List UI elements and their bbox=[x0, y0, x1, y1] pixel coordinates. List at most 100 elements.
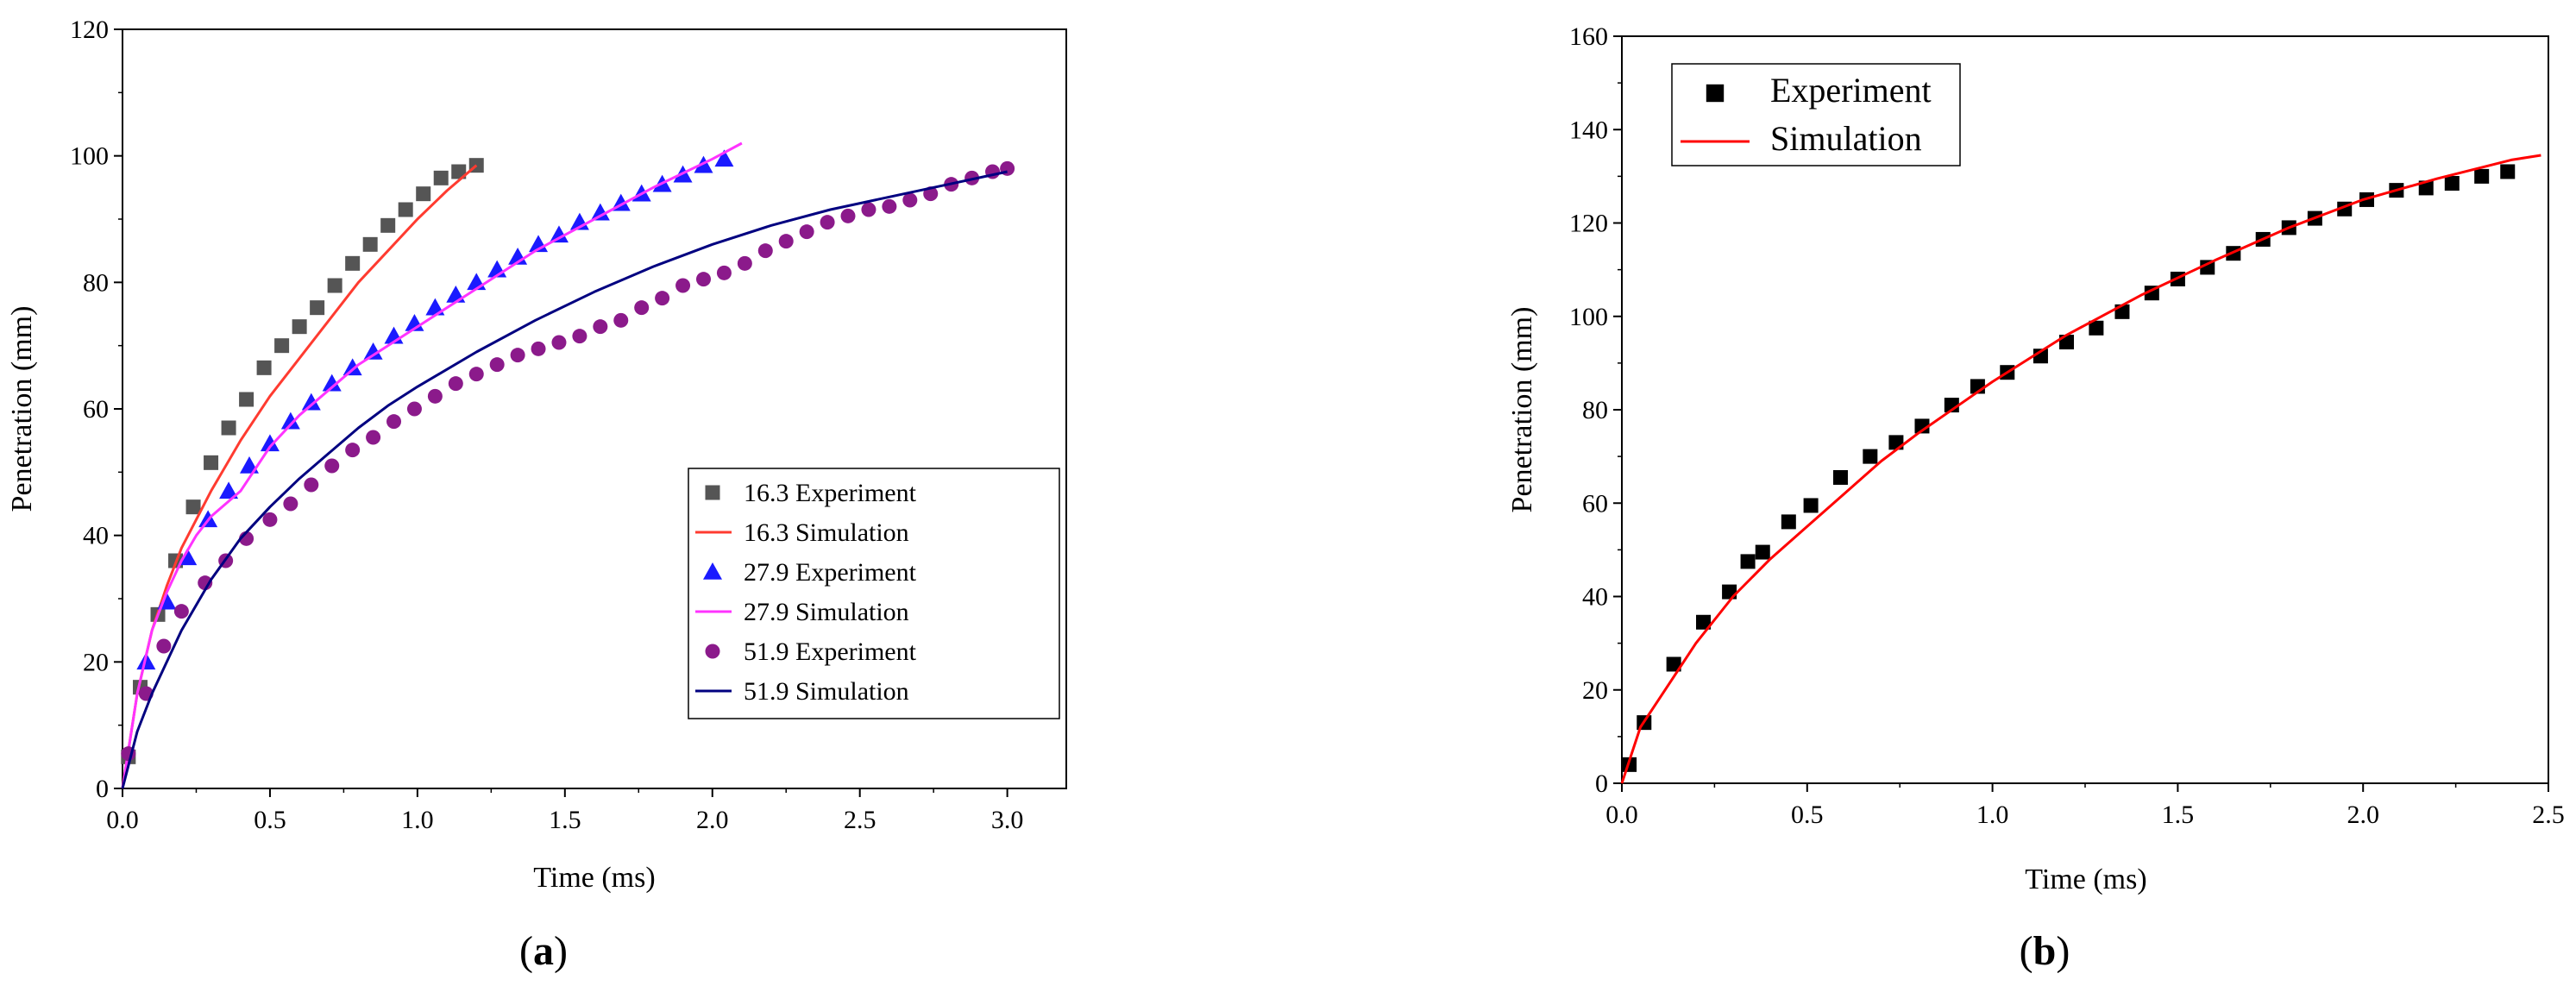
series-27-9-simulation bbox=[121, 141, 743, 789]
y-axis-title: Penetration (mm) bbox=[6, 306, 38, 512]
data-point bbox=[778, 234, 794, 249]
y-tick-label: 120 bbox=[1569, 210, 1608, 238]
data-point bbox=[716, 265, 732, 280]
legend-marker-swatch bbox=[703, 562, 722, 580]
legend-box bbox=[688, 468, 1060, 719]
legend-label: Simulation bbox=[1770, 119, 1922, 158]
legend: 16.3 Experiment 16.3 Simulation 27.9 Exper… bbox=[688, 468, 1060, 719]
data-point bbox=[799, 224, 814, 240]
data-point bbox=[301, 393, 321, 411]
data-point bbox=[283, 496, 298, 512]
legend-label: Experiment bbox=[1770, 71, 1932, 110]
data-point bbox=[675, 278, 691, 293]
data-point bbox=[1803, 498, 1819, 513]
data-point bbox=[221, 420, 236, 436]
y-axis-title: Penetration (mm) bbox=[1506, 307, 1538, 513]
series-line bbox=[121, 141, 743, 789]
data-point bbox=[737, 255, 752, 271]
y-tick-label: 60 bbox=[83, 395, 109, 424]
panel-label-close: ) bbox=[2056, 928, 2070, 974]
data-point bbox=[345, 255, 361, 271]
y-tick-label: 0 bbox=[1595, 769, 1608, 798]
data-point bbox=[342, 358, 362, 376]
y-tick-label: 100 bbox=[1569, 303, 1608, 331]
panel-label: (a) bbox=[519, 928, 568, 974]
data-point bbox=[416, 186, 431, 202]
x-tick-label: 2.5 bbox=[2532, 801, 2565, 829]
data-point bbox=[156, 638, 172, 654]
data-point bbox=[274, 338, 290, 354]
data-point bbox=[882, 198, 897, 214]
data-point bbox=[902, 192, 918, 208]
data-point bbox=[425, 298, 445, 316]
data-point bbox=[489, 357, 505, 373]
series-line bbox=[121, 170, 1008, 789]
y-tick-label: 160 bbox=[1569, 22, 1608, 51]
data-point bbox=[362, 236, 378, 252]
data-point bbox=[757, 243, 773, 259]
data-point bbox=[324, 458, 340, 474]
y-axis-ticks: 0 20 40 60 80 100 120 bbox=[70, 16, 123, 803]
data-point bbox=[260, 434, 280, 452]
x-tick-label: 2.0 bbox=[2347, 801, 2379, 829]
x-tick-label: 0.0 bbox=[106, 806, 139, 834]
y-tick-label: 140 bbox=[1569, 116, 1608, 144]
legend-label: 27.9 Experiment bbox=[744, 558, 917, 587]
x-tick-label: 1.5 bbox=[2162, 801, 2195, 829]
data-point bbox=[448, 376, 463, 392]
legend-marker-swatch bbox=[1706, 84, 1725, 103]
data-point bbox=[345, 443, 361, 458]
data-point bbox=[590, 203, 610, 221]
data-point bbox=[363, 342, 383, 360]
series-27-9-experiment bbox=[136, 149, 734, 670]
chart-panel-a: 0 20 40 60 80 100 120 0.0 0.5 1.0 1.5 2.0 2.5 3.0 Ti… bbox=[6, 16, 1067, 974]
x-tick-label: 1.0 bbox=[401, 806, 434, 834]
data-point bbox=[406, 401, 422, 417]
x-tick-label: 0.5 bbox=[1791, 801, 1824, 829]
data-point bbox=[262, 512, 278, 527]
legend-marker-swatch bbox=[705, 644, 720, 659]
series-group bbox=[1620, 154, 2541, 784]
x-tick-label: 1.0 bbox=[1976, 801, 2009, 829]
data-point bbox=[304, 477, 319, 493]
data-point bbox=[695, 272, 711, 287]
data-point bbox=[2418, 180, 2434, 196]
y-tick-label: 0 bbox=[96, 775, 109, 803]
legend-label: 27.9 Simulation bbox=[744, 598, 909, 626]
panel-label-letter: b bbox=[2033, 928, 2057, 974]
data-point bbox=[1914, 418, 1930, 434]
y-tick-label: 40 bbox=[83, 522, 109, 550]
x-axis-ticks: 0.0 0.5 1.0 1.5 2.0 2.5 3.0 bbox=[106, 788, 1023, 834]
data-point bbox=[240, 456, 260, 474]
legend-box bbox=[1671, 63, 1961, 166]
y-tick-label: 20 bbox=[83, 648, 109, 676]
data-point bbox=[204, 455, 219, 470]
data-point bbox=[398, 202, 413, 217]
data-point bbox=[2089, 320, 2104, 336]
panel-label-open: ( bbox=[2020, 928, 2033, 974]
data-point bbox=[310, 300, 325, 316]
data-point bbox=[366, 430, 381, 445]
data-point bbox=[1722, 584, 1737, 600]
x-tick-label: 0.5 bbox=[254, 806, 286, 834]
data-point bbox=[198, 575, 213, 591]
legend-marker-swatch bbox=[705, 485, 720, 500]
x-axis-ticks: 0.0 0.5 1.0 1.5 2.0 2.5 bbox=[1605, 783, 2565, 829]
panel-label: (b) bbox=[2020, 928, 2070, 974]
data-point bbox=[239, 392, 254, 407]
y-tick-label: 120 bbox=[70, 16, 109, 44]
data-point bbox=[593, 319, 608, 335]
x-tick-label: 1.5 bbox=[549, 806, 581, 834]
data-point bbox=[1832, 469, 1848, 485]
data-point bbox=[292, 319, 307, 335]
x-axis-title: Time (ms) bbox=[2025, 864, 2146, 895]
data-point bbox=[386, 414, 402, 430]
data-point bbox=[2474, 168, 2490, 184]
data-point bbox=[714, 149, 734, 167]
series-experiment bbox=[1622, 164, 2516, 772]
series-51-9-experiment bbox=[121, 160, 1015, 762]
data-point bbox=[327, 278, 342, 293]
data-point bbox=[634, 300, 650, 316]
data-point bbox=[861, 202, 876, 217]
chart-panel-b: 0 20 40 60 80 100 120 140 160 0.0 0.5 1.0 1.5 2.0 2.5… bbox=[1506, 22, 2565, 974]
